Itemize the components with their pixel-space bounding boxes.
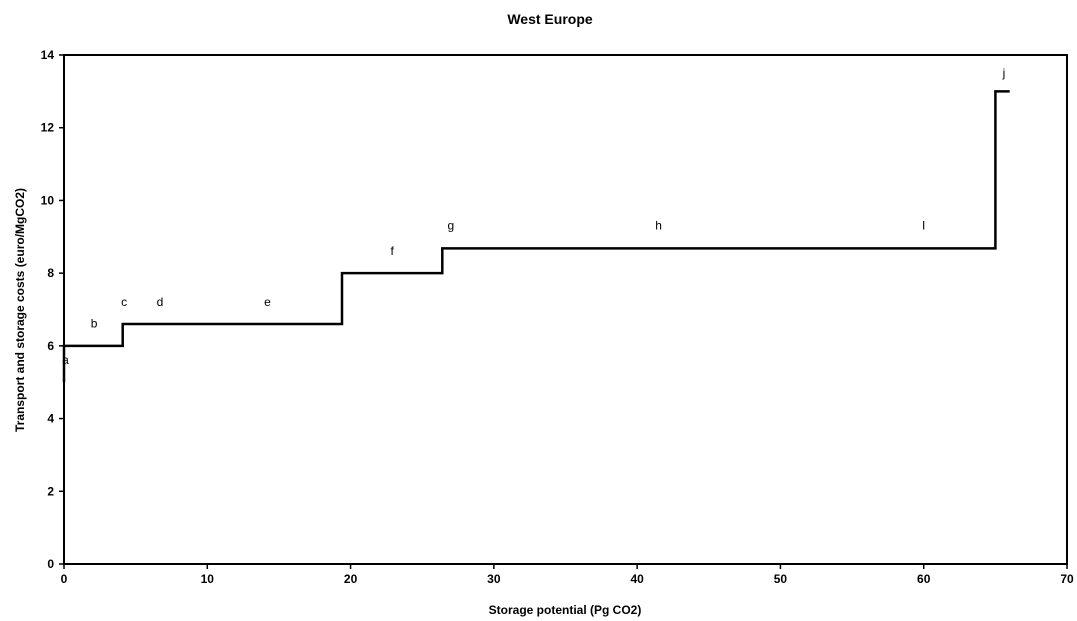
x-axis: 0 10 20 30 40 50 60 70 <box>61 564 1074 586</box>
x-tick-label: 20 <box>344 572 358 586</box>
chart-title: West Europe <box>507 11 593 27</box>
segment-labels: a b c d e f g h Ij <box>62 66 1005 367</box>
x-tick-label: 60 <box>917 572 931 586</box>
segment-label-f: f <box>390 244 394 258</box>
y-tick-label: 4 <box>47 412 54 426</box>
segment-label-e: e <box>264 295 271 309</box>
x-tick-label: 30 <box>487 572 501 586</box>
segment-label-a: a <box>62 353 69 367</box>
segment-label-h: h <box>655 219 662 233</box>
x-tick-label: 70 <box>1060 572 1074 586</box>
x-tick-label: 0 <box>61 572 68 586</box>
segment-label-i: I <box>922 219 925 233</box>
x-tick-label: 50 <box>774 572 788 586</box>
segment-label-g: g <box>448 219 455 233</box>
cost-step-line <box>62 90 1010 383</box>
segment-label-j: j <box>1002 66 1006 80</box>
y-tick-label: 2 <box>47 484 54 498</box>
y-tick-label: 0 <box>47 557 54 571</box>
segment-label-b: b <box>91 317 98 331</box>
y-tick-label: 10 <box>41 193 55 207</box>
segment-label-c: c <box>121 295 127 309</box>
y-axis-label: Transport and storage costs (euro/MgCO2) <box>13 188 27 432</box>
plot-area <box>63 54 1068 565</box>
y-tick-label: 14 <box>41 48 55 62</box>
x-tick-label: 10 <box>201 572 215 586</box>
y-tick-label: 6 <box>47 339 54 353</box>
x-axis-label: Storage potential (Pg CO2) <box>489 603 642 617</box>
segment-label-d: d <box>157 295 164 309</box>
y-tick-label: 12 <box>41 121 55 135</box>
y-tick-label: 8 <box>47 266 54 280</box>
x-tick-label: 40 <box>630 572 644 586</box>
y-axis: 0 2 4 6 8 10 12 14 <box>41 48 64 571</box>
